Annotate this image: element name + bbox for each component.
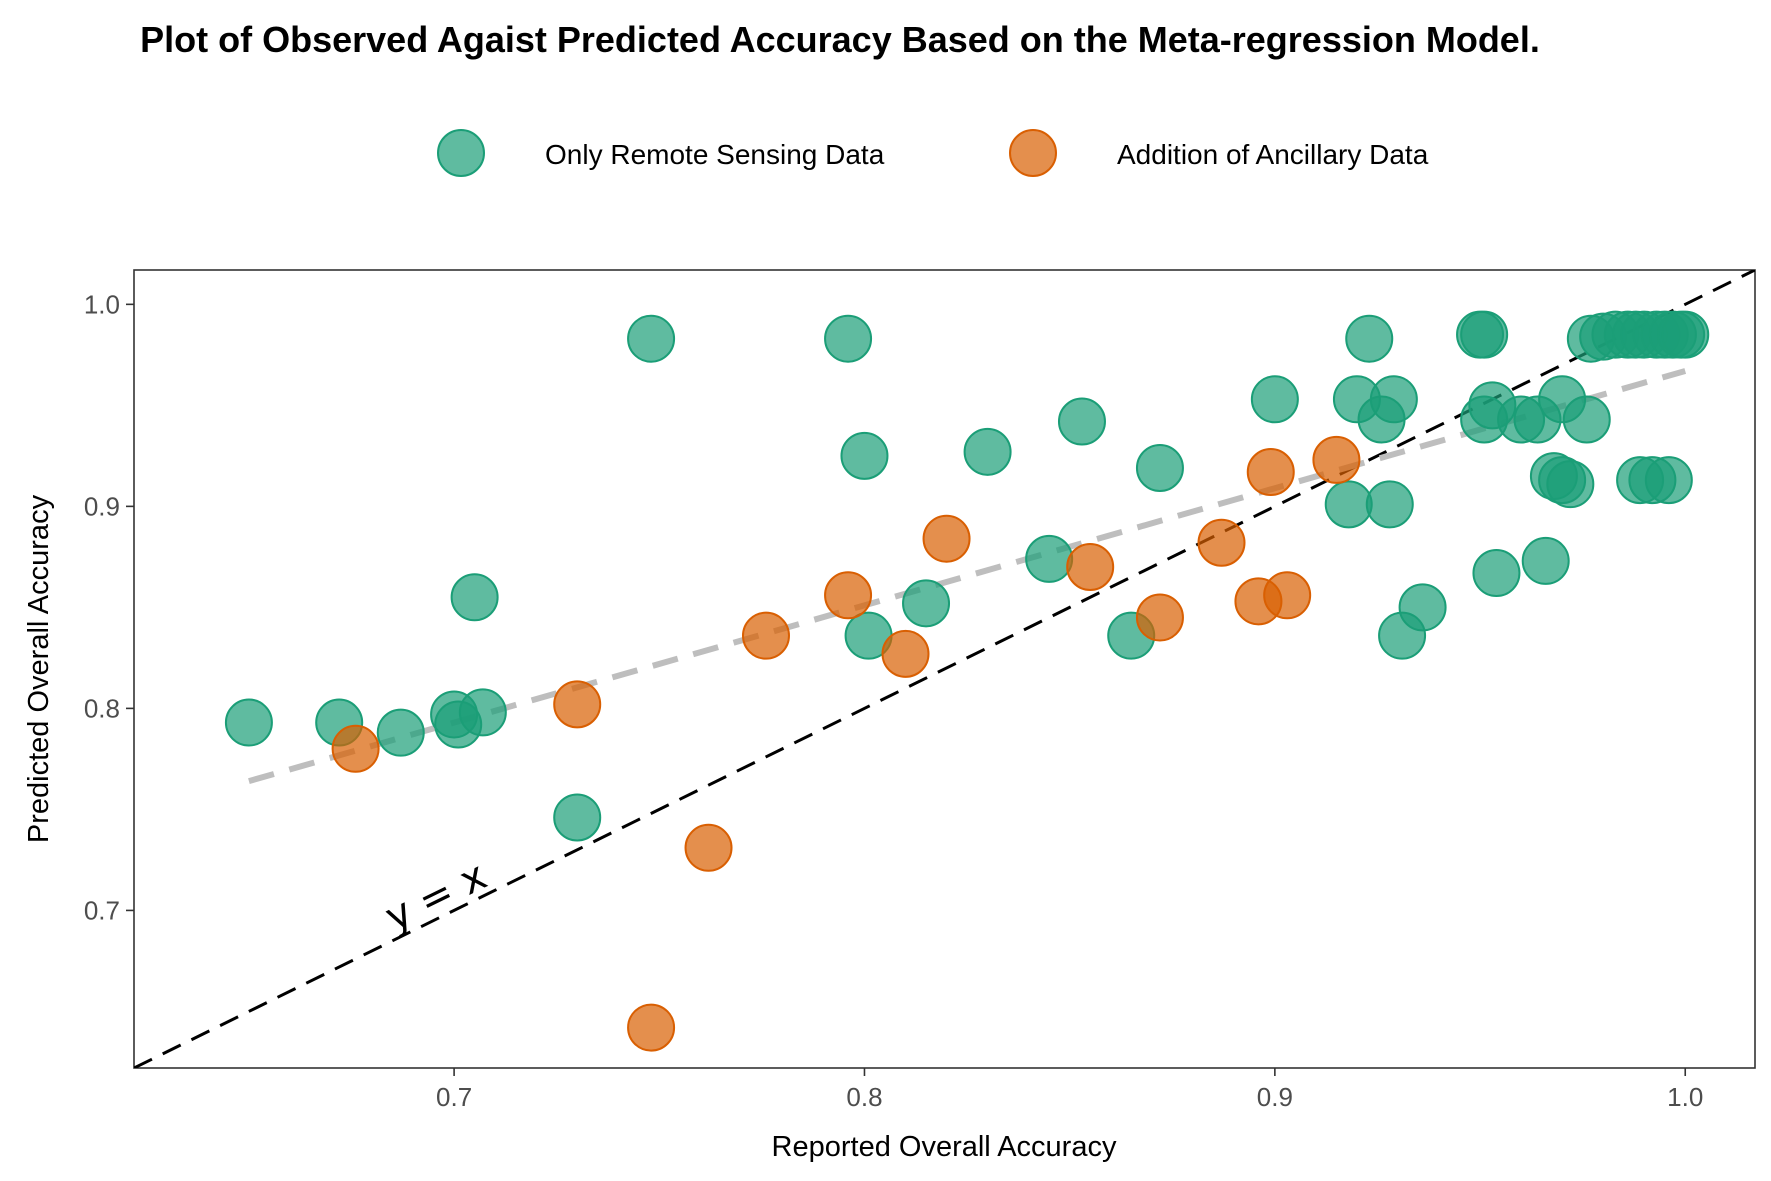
point-only-remote-sensing bbox=[1546, 460, 1595, 509]
point-only-remote-sensing bbox=[1644, 456, 1693, 505]
point-addition-of-ancillary bbox=[1312, 435, 1361, 484]
legend-marker-only-remote-sensing bbox=[437, 129, 485, 177]
y-tick-label: 1.0 bbox=[84, 289, 120, 319]
point-only-remote-sensing bbox=[1521, 536, 1570, 585]
point-only-remote-sensing bbox=[1345, 314, 1394, 363]
point-addition-of-ancillary bbox=[1246, 448, 1295, 497]
point-addition-of-ancillary bbox=[741, 611, 790, 660]
x-axis: 0.7 0.8 0.9 1.0 bbox=[436, 1068, 1703, 1112]
legend-label-only-remote-sensing: Only Remote Sensing Data bbox=[545, 139, 885, 170]
point-only-remote-sensing bbox=[1661, 310, 1710, 359]
point-only-remote-sensing bbox=[376, 708, 425, 757]
y-axis: 0.7 0.8 0.9 1.0 bbox=[84, 289, 134, 925]
point-only-remote-sensing bbox=[1324, 480, 1373, 529]
legend-marker-addition-of-ancillary bbox=[1009, 129, 1057, 177]
point-only-remote-sensing bbox=[1472, 549, 1521, 598]
y-tick-label: 0.8 bbox=[84, 693, 120, 723]
point-only-remote-sensing bbox=[224, 698, 273, 747]
point-only-remote-sensing bbox=[1025, 534, 1074, 583]
point-only-remote-sensing bbox=[1057, 397, 1106, 446]
data-points bbox=[224, 310, 1710, 1052]
y-axis-title: Predicted Overall Accuracy bbox=[23, 494, 55, 843]
point-only-remote-sensing bbox=[1135, 443, 1184, 492]
point-only-remote-sensing bbox=[553, 793, 602, 842]
point-only-remote-sensing bbox=[1365, 480, 1414, 529]
point-addition-of-ancillary bbox=[627, 1003, 676, 1052]
point-addition-of-ancillary bbox=[553, 680, 602, 729]
point-addition-of-ancillary bbox=[922, 514, 971, 563]
point-addition-of-ancillary bbox=[684, 823, 733, 872]
x-tick-label: 0.9 bbox=[1257, 1082, 1293, 1112]
x-tick-label: 0.7 bbox=[436, 1082, 472, 1112]
point-addition-of-ancillary bbox=[824, 571, 873, 620]
y-tick-label: 0.7 bbox=[84, 895, 120, 925]
point-only-remote-sensing bbox=[1562, 395, 1611, 444]
point-addition-of-ancillary bbox=[331, 724, 380, 773]
point-only-remote-sensing bbox=[824, 314, 873, 363]
point-addition-of-ancillary bbox=[1197, 518, 1246, 567]
point-only-remote-sensing bbox=[450, 573, 499, 622]
point-only-remote-sensing bbox=[1460, 310, 1509, 359]
point-only-remote-sensing bbox=[840, 431, 889, 480]
point-addition-of-ancillary bbox=[1135, 593, 1184, 642]
y-tick-label: 0.9 bbox=[84, 491, 120, 521]
x-tick-label: 1.0 bbox=[1667, 1082, 1703, 1112]
point-addition-of-ancillary bbox=[1263, 571, 1312, 620]
point-addition-of-ancillary bbox=[1066, 542, 1115, 591]
point-only-remote-sensing bbox=[963, 427, 1012, 476]
x-axis-title: Reported Overall Accuracy bbox=[772, 1131, 1117, 1163]
point-only-remote-sensing bbox=[627, 314, 676, 363]
x-tick-label: 0.8 bbox=[846, 1082, 882, 1112]
point-only-remote-sensing bbox=[1369, 375, 1418, 424]
legend: Only Remote Sensing Data Addition of Anc… bbox=[437, 129, 1429, 177]
point-only-remote-sensing bbox=[902, 579, 951, 628]
point-addition-of-ancillary bbox=[881, 629, 930, 678]
legend-label-addition-of-ancillary: Addition of Ancillary Data bbox=[1117, 139, 1429, 170]
point-only-remote-sensing bbox=[1398, 583, 1447, 632]
point-only-remote-sensing bbox=[1250, 375, 1299, 424]
point-only-remote-sensing bbox=[458, 688, 507, 737]
chart-title: Plot of Observed Agaist Predicted Accura… bbox=[140, 19, 1540, 60]
